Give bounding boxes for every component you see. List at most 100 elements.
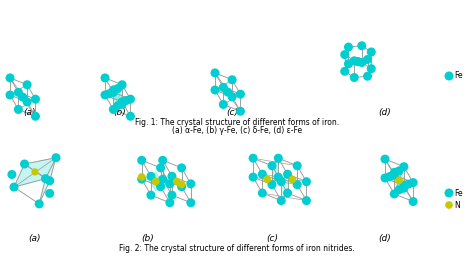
Circle shape <box>167 172 176 181</box>
Circle shape <box>357 58 366 67</box>
Circle shape <box>350 73 359 82</box>
Circle shape <box>100 73 109 82</box>
Circle shape <box>350 56 359 65</box>
Circle shape <box>113 101 122 110</box>
Circle shape <box>173 178 181 185</box>
Circle shape <box>236 107 245 116</box>
Polygon shape <box>109 90 126 104</box>
Circle shape <box>390 171 399 180</box>
Circle shape <box>35 199 44 208</box>
Circle shape <box>340 67 349 76</box>
Circle shape <box>228 92 237 101</box>
Circle shape <box>390 168 399 177</box>
Circle shape <box>404 180 413 189</box>
Circle shape <box>357 41 366 50</box>
Circle shape <box>167 191 176 200</box>
Circle shape <box>381 173 390 182</box>
Text: Fe: Fe <box>454 71 463 80</box>
Polygon shape <box>109 88 126 106</box>
Circle shape <box>177 182 186 191</box>
Circle shape <box>293 161 301 170</box>
Circle shape <box>118 100 127 109</box>
Circle shape <box>31 112 40 121</box>
Circle shape <box>363 72 372 81</box>
Circle shape <box>267 180 276 189</box>
Circle shape <box>248 154 257 163</box>
Circle shape <box>109 88 118 97</box>
Polygon shape <box>146 172 165 191</box>
Circle shape <box>228 75 237 84</box>
Polygon shape <box>281 174 288 201</box>
Circle shape <box>137 175 146 184</box>
Circle shape <box>118 97 127 106</box>
Circle shape <box>367 64 376 73</box>
Circle shape <box>138 173 146 181</box>
Text: (d): (d) <box>379 234 392 243</box>
Circle shape <box>14 88 23 97</box>
Text: Fe: Fe <box>454 189 463 198</box>
Text: Fig. 1: The crystal structure of different forms of iron.: Fig. 1: The crystal structure of differe… <box>135 118 339 127</box>
Circle shape <box>122 96 131 105</box>
Circle shape <box>258 170 267 179</box>
Circle shape <box>409 197 418 206</box>
Circle shape <box>158 175 167 184</box>
Circle shape <box>177 163 186 172</box>
Text: (a): (a) <box>29 234 41 243</box>
Text: (a): (a) <box>24 108 36 117</box>
Circle shape <box>152 178 160 185</box>
Text: Fig. 2: The crystal structure of different forms of iron nitrides.: Fig. 2: The crystal structure of differe… <box>119 244 355 253</box>
Circle shape <box>283 189 292 198</box>
Circle shape <box>14 105 23 114</box>
Circle shape <box>23 97 32 106</box>
Text: N: N <box>454 200 460 209</box>
Circle shape <box>158 156 167 165</box>
Circle shape <box>52 153 61 162</box>
Circle shape <box>445 71 454 80</box>
Text: (d): (d) <box>379 108 392 117</box>
Circle shape <box>6 73 15 82</box>
Circle shape <box>445 189 454 198</box>
Circle shape <box>178 181 185 188</box>
Circle shape <box>264 176 271 183</box>
Circle shape <box>186 179 195 188</box>
Circle shape <box>165 198 174 207</box>
Circle shape <box>363 55 372 64</box>
Circle shape <box>274 154 283 163</box>
Circle shape <box>400 181 409 190</box>
Circle shape <box>302 196 311 205</box>
Text: (a) α-Fe, (b) γ-Fe, (c) δ-Fe, (d) ε-Fe: (a) α-Fe, (b) γ-Fe, (c) δ-Fe, (d) ε-Fe <box>172 126 302 135</box>
Circle shape <box>223 87 232 96</box>
Polygon shape <box>39 158 56 204</box>
Circle shape <box>31 168 38 175</box>
Circle shape <box>344 43 353 52</box>
Polygon shape <box>114 88 122 106</box>
Circle shape <box>126 112 135 121</box>
Circle shape <box>399 184 408 193</box>
Circle shape <box>9 183 18 192</box>
Polygon shape <box>146 174 165 189</box>
Circle shape <box>31 95 40 104</box>
Circle shape <box>258 189 267 198</box>
Polygon shape <box>272 158 278 185</box>
Circle shape <box>18 93 27 102</box>
Circle shape <box>274 173 283 182</box>
Circle shape <box>395 176 403 184</box>
Circle shape <box>400 162 409 171</box>
Circle shape <box>219 100 228 109</box>
Circle shape <box>105 89 114 98</box>
Circle shape <box>248 173 257 182</box>
Circle shape <box>302 177 311 186</box>
Circle shape <box>165 179 174 188</box>
Text: (b): (b) <box>114 108 127 117</box>
Circle shape <box>8 170 17 179</box>
Circle shape <box>45 189 54 198</box>
Circle shape <box>6 91 15 100</box>
Circle shape <box>394 166 403 175</box>
Circle shape <box>109 105 118 114</box>
Circle shape <box>156 182 165 191</box>
Circle shape <box>340 50 349 59</box>
Circle shape <box>354 57 363 66</box>
Circle shape <box>409 178 418 187</box>
Circle shape <box>146 172 155 181</box>
Circle shape <box>293 180 301 189</box>
